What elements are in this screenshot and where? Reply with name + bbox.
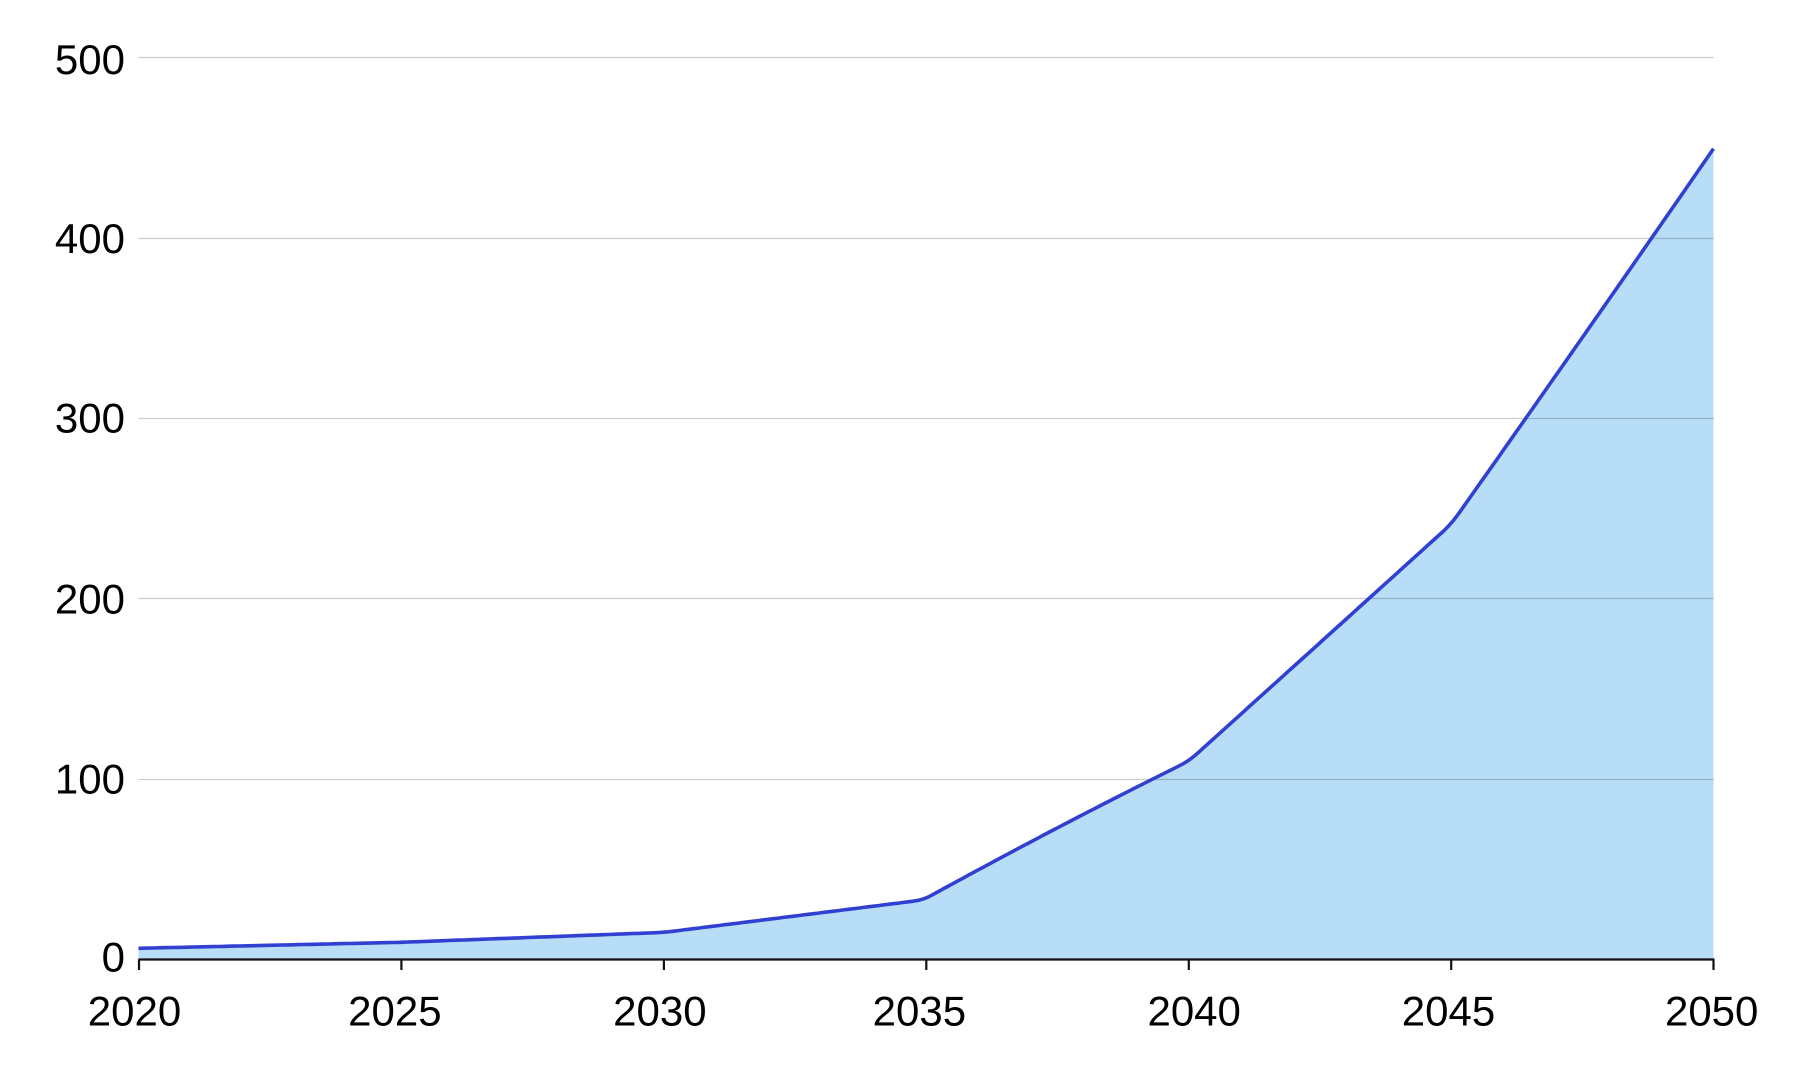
svg-text:2040: 2040 (1147, 988, 1240, 1035)
svg-text:0: 0 (102, 934, 125, 981)
svg-text:500: 500 (55, 36, 125, 83)
svg-text:2050: 2050 (1665, 988, 1758, 1035)
svg-text:400: 400 (55, 215, 125, 262)
svg-text:200: 200 (55, 575, 125, 622)
svg-text:2045: 2045 (1402, 988, 1495, 1035)
svg-text:2020: 2020 (88, 988, 181, 1035)
svg-text:2035: 2035 (873, 988, 966, 1035)
svg-text:2025: 2025 (348, 988, 441, 1035)
svg-text:2030: 2030 (613, 988, 706, 1035)
svg-text:100: 100 (55, 756, 125, 803)
svg-text:300: 300 (55, 394, 125, 441)
